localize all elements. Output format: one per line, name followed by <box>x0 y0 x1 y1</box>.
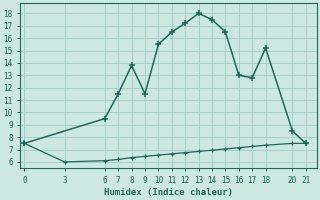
X-axis label: Humidex (Indice chaleur): Humidex (Indice chaleur) <box>104 188 233 197</box>
